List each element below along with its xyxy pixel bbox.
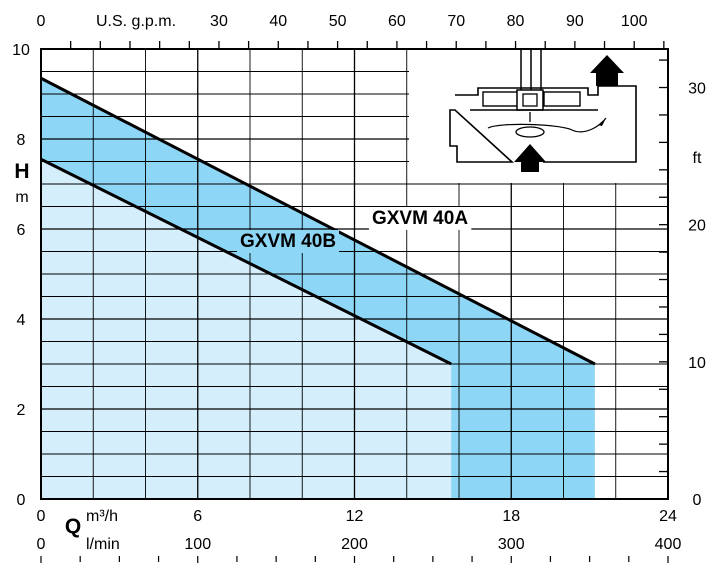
- x-unit-m3h: m³/h: [86, 508, 118, 525]
- gpm-tick-label: 50: [329, 13, 347, 30]
- series-label-gxvm-40a: GXVM 40A: [372, 208, 468, 229]
- lmin-tick-label: 100: [184, 536, 211, 553]
- x-tick-label: 0: [37, 508, 46, 525]
- y-tick-label: 10: [12, 42, 30, 59]
- curve-gxvm-40a: [40, 76, 596, 366]
- lmin-tick-label: 300: [498, 536, 525, 553]
- y-tick-label: 2: [17, 402, 26, 419]
- ft-tick-label: 20: [688, 218, 706, 235]
- x-tick-label: 18: [502, 508, 520, 525]
- ft-tick-label: 0: [693, 492, 702, 509]
- y-axis-title: H: [14, 160, 29, 183]
- pump-diagram-icon: [409, 49, 668, 183]
- lmin-tick-label: 200: [341, 536, 368, 553]
- ft-tick-label: 10: [688, 355, 706, 372]
- band-between-curves: [41, 78, 595, 499]
- series-label-backdrop: [236, 230, 340, 253]
- gpm-tick-label: 80: [507, 13, 525, 30]
- ft-tick-label: 30: [688, 81, 706, 98]
- x-tick-label: 24: [659, 508, 677, 525]
- series-label-gxvm-40b: GXVM 40B: [240, 231, 336, 252]
- chart-labels: Hm ft m³/h Ql/min U.S. g.p.m. GXVM 40A GXVM 40…: [14, 13, 702, 553]
- x-tick-label: 6: [193, 508, 202, 525]
- y-axis-unit: m: [15, 189, 28, 206]
- gpm-tick-label: 30: [210, 13, 228, 30]
- x-tick-label: 12: [346, 508, 364, 525]
- gpm-axis-label: U.S. g.p.m.: [96, 13, 176, 30]
- chart-axes: [40, 48, 669, 500]
- ft-axis-label: ft: [693, 150, 702, 167]
- x-axis-title: Q: [65, 515, 81, 538]
- area-under-gxvm-40b: [41, 159, 452, 499]
- chart-fills: [41, 78, 595, 499]
- gpm-tick-label: 90: [566, 13, 584, 30]
- gpm-tick-label: 40: [269, 13, 287, 30]
- gpm-tick-label: 70: [447, 13, 465, 30]
- lmin-tick-label: 400: [655, 536, 682, 553]
- gpm-tick-label: 100: [621, 13, 648, 30]
- series-label-backdrop: [368, 207, 472, 230]
- gpm-tick-label: 60: [388, 13, 406, 30]
- gpm-tick-label: 0: [37, 13, 46, 30]
- chart-curves: [40, 76, 596, 366]
- curve-gxvm-40b: [40, 157, 452, 366]
- x-unit-lmin: l/min: [86, 536, 120, 553]
- plot-frame: [40, 48, 669, 500]
- lmin-tick-label: 0: [37, 536, 46, 553]
- y-tick-label: 8: [17, 132, 26, 149]
- y-tick-label: 4: [17, 312, 26, 329]
- y-tick-label: 0: [17, 492, 26, 509]
- y-tick-label: 6: [17, 222, 26, 239]
